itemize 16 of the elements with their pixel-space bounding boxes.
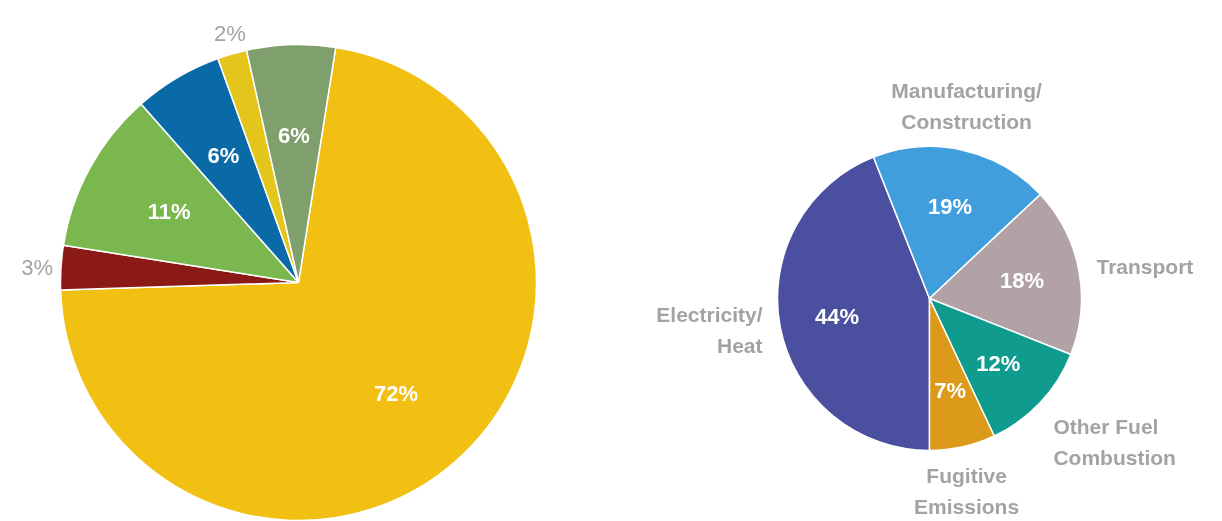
data-label: 2% xyxy=(213,21,246,47)
data-label: 12% xyxy=(976,350,1021,376)
data-label: 18% xyxy=(1000,268,1045,294)
data-label: 3% xyxy=(21,254,53,280)
slice-label: Transport xyxy=(1096,255,1194,279)
slice-label: Fugitive Emissions xyxy=(914,464,1020,519)
data-label: 7% xyxy=(934,377,966,403)
data-label: 11% xyxy=(147,198,191,224)
slice-label: Electricity/ Heat xyxy=(656,303,763,358)
data-label: 6% xyxy=(207,142,240,168)
data-label: 72% xyxy=(374,380,419,406)
data-label: 19% xyxy=(928,194,973,220)
data-label: 44% xyxy=(814,303,859,329)
data-label: 6% xyxy=(277,122,310,148)
slice-label: Manufacturing/ Construction xyxy=(891,78,1042,133)
slice-label: Other Fuel Combustion xyxy=(1053,414,1176,469)
